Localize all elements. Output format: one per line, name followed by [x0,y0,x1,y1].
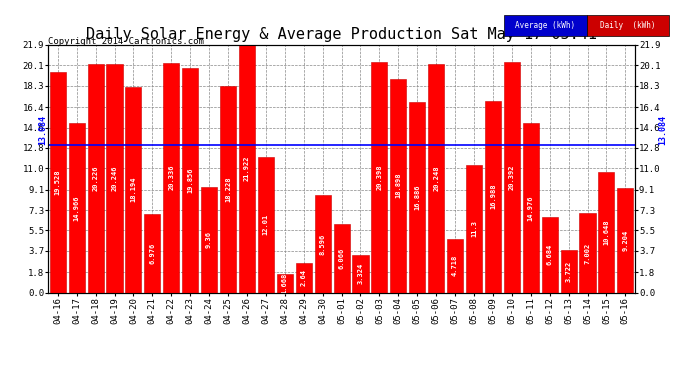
Bar [277,274,293,292]
Text: 20.226: 20.226 [92,165,99,191]
Text: 20.398: 20.398 [376,165,382,190]
Bar [201,187,217,292]
Bar [618,189,633,292]
Text: 3.324: 3.324 [357,263,364,284]
Text: 20.336: 20.336 [168,165,175,190]
Text: 19.856: 19.856 [187,168,193,193]
Bar [542,217,558,292]
Title: Daily Solar Energy & Average Production Sat May 17 05:41: Daily Solar Energy & Average Production … [86,27,597,42]
Bar [126,87,141,292]
Bar [447,239,463,292]
Bar [182,68,198,292]
Text: 18.194: 18.194 [130,177,137,203]
Text: 7.002: 7.002 [584,242,591,264]
Text: 1.668: 1.668 [282,273,288,294]
Text: 20.248: 20.248 [433,165,439,191]
Bar [391,79,406,292]
Text: 20.392: 20.392 [509,165,515,190]
Bar [485,100,501,292]
Bar [409,102,425,292]
Bar [560,251,577,292]
Text: 9.204: 9.204 [622,230,629,251]
Text: 2.64: 2.64 [301,269,307,286]
Text: 14.966: 14.966 [74,195,79,220]
Bar [258,157,274,292]
Text: 18.228: 18.228 [225,177,231,202]
Bar [144,214,160,292]
Text: 8.596: 8.596 [319,233,326,255]
Bar [371,62,387,292]
Text: 6.066: 6.066 [339,248,344,269]
Bar [239,45,255,292]
Text: 3.722: 3.722 [566,261,571,282]
Bar [353,255,368,292]
Bar [466,165,482,292]
Text: 13.084: 13.084 [38,115,47,145]
Bar [68,123,85,292]
Text: 16.988: 16.988 [490,184,496,209]
Bar [580,213,595,292]
Text: 21.922: 21.922 [244,156,250,182]
Text: 11.3: 11.3 [471,220,477,237]
Text: 6.684: 6.684 [546,244,553,266]
Bar [504,62,520,292]
Bar [598,172,615,292]
Text: 14.976: 14.976 [528,195,534,220]
Bar [428,64,444,292]
Bar [523,123,539,292]
Bar [88,64,103,292]
Bar [315,195,331,292]
Text: Daily  (kWh): Daily (kWh) [600,21,655,30]
Bar [333,224,350,292]
Text: 13.084: 13.084 [658,115,667,145]
Bar [296,262,312,292]
Bar [50,72,66,292]
Text: Copyright 2014 Cartronics.com: Copyright 2014 Cartronics.com [48,38,204,46]
Text: 18.898: 18.898 [395,173,402,198]
Text: 4.718: 4.718 [452,255,458,276]
Text: 10.648: 10.648 [604,220,609,245]
Text: 20.246: 20.246 [112,165,117,191]
Text: 9.36: 9.36 [206,231,212,248]
Bar [220,87,236,292]
Text: 6.976: 6.976 [149,243,155,264]
Text: 19.528: 19.528 [55,170,61,195]
Bar [164,63,179,292]
Text: 16.886: 16.886 [414,184,420,210]
Bar [106,64,123,292]
Text: Average (kWh): Average (kWh) [515,21,575,30]
Text: 12.01: 12.01 [263,214,269,235]
